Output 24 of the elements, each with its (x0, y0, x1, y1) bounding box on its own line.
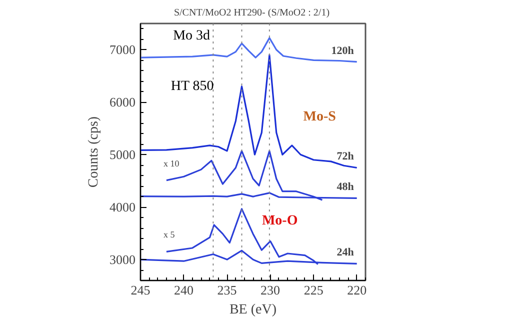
annotation: Mo-S (303, 109, 336, 124)
chart-title: S/CNT/MoO2 HT290- (S/MoO2 : 2/1) (174, 8, 330, 18)
annotation: HT 850 (170, 78, 214, 94)
y-tick-label: 5000 (110, 147, 136, 162)
y-axis-title: Counts (cps) (86, 116, 102, 188)
y-tick-label: 4000 (110, 200, 136, 215)
x-tick-label: 220 (347, 282, 367, 298)
series-label: 120h (331, 44, 354, 57)
x-tick-label: 230 (260, 282, 280, 298)
x-tick-label: 225 (304, 282, 324, 298)
annotation: Mo 3d (173, 28, 210, 44)
y-tick-label: 3000 (110, 252, 136, 268)
x-tick-label: 245 (130, 282, 150, 298)
series-label: 24h (336, 246, 354, 259)
x-axis-title: BE (eV) (229, 302, 277, 318)
x-tick-label: 240 (174, 282, 194, 298)
y-tick-label: 7000 (110, 42, 136, 58)
series-label: x 10 (163, 158, 180, 168)
annotation: Mo-O (262, 214, 298, 229)
series-label: 72h (336, 150, 354, 163)
x-tick-label: 235 (217, 282, 237, 298)
series-label: x 5 (163, 230, 176, 240)
series-label: 48h (336, 181, 354, 194)
y-tick-label: 6000 (110, 94, 136, 110)
